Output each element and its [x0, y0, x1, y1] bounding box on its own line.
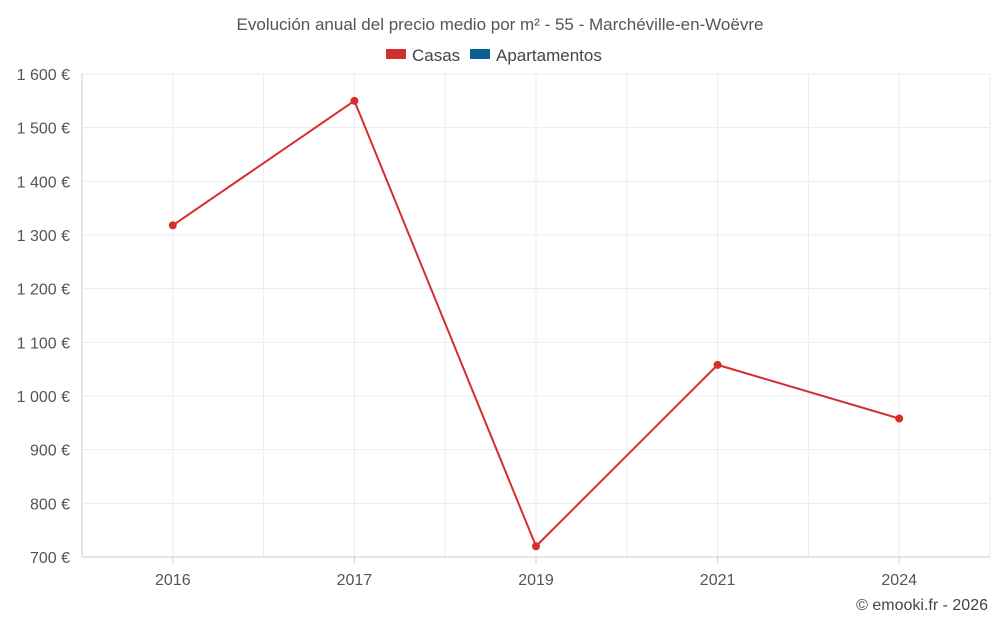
- x-tick-label: 2017: [337, 572, 373, 589]
- credit-text: © emooki.fr - 2026: [856, 597, 988, 614]
- series-casas: [168, 96, 904, 551]
- x-tick-label: 2016: [155, 572, 191, 589]
- y-tick-label: 1 200 €: [17, 282, 70, 299]
- y-axis-ticks: 700 € 800 € 900 € 1 000 € 1 100 € 1 200 € 1 30…: [17, 67, 70, 567]
- y-tick-label: 1 000 €: [17, 389, 70, 406]
- x-tick-label: 2019: [518, 572, 554, 589]
- y-tick-label: 1 300 €: [17, 228, 70, 245]
- legend-swatch-casas[interactable]: [386, 49, 406, 59]
- legend-label-apartamentos[interactable]: Apartamentos: [496, 46, 602, 65]
- x-axis-ticks: 2016 2017 2019 2021 2024: [155, 557, 917, 589]
- y-tick-label: 700 €: [30, 550, 70, 567]
- y-tick-label: 1 400 €: [17, 174, 70, 191]
- chart-title: Evolución anual del precio medio por m² …: [237, 15, 764, 34]
- legend: Casas Apartamentos: [386, 46, 602, 65]
- y-tick-label: 1 600 €: [17, 67, 70, 84]
- data-point-casas[interactable]: [713, 360, 722, 369]
- y-tick-label: 900 €: [30, 443, 70, 460]
- legend-swatch-apartamentos[interactable]: [470, 49, 490, 59]
- y-tick-label: 1 500 €: [17, 121, 70, 138]
- x-tick-label: 2021: [700, 572, 736, 589]
- data-point-casas[interactable]: [895, 414, 904, 423]
- legend-label-casas[interactable]: Casas: [412, 46, 460, 65]
- grid: [81, 73, 991, 557]
- x-tick-label: 2024: [881, 572, 917, 589]
- y-tick-label: 1 100 €: [17, 335, 70, 352]
- data-point-casas[interactable]: [168, 221, 177, 230]
- data-point-casas[interactable]: [350, 96, 359, 105]
- y-tick-label: 800 €: [30, 496, 70, 513]
- data-point-casas[interactable]: [532, 542, 540, 551]
